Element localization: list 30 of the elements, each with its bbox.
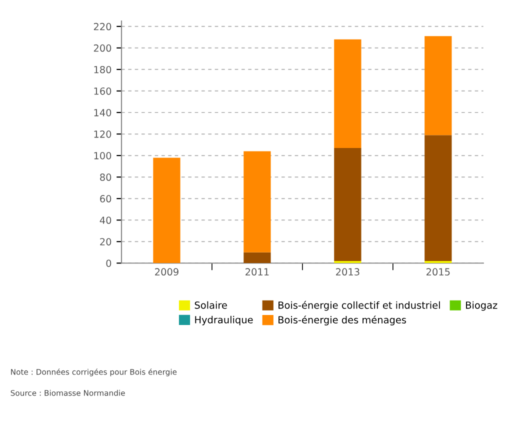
legend-label: Bois-énergie collectif et industriel [278,300,440,311]
legend-label: Hydraulique [195,316,253,326]
y-tick-label: 60 [100,195,112,202]
y-tick-label: 200 [94,44,112,52]
x-tick-label: 2013 [336,268,360,276]
y-tick-label: 180 [94,66,112,74]
y-tick-label: 140 [94,108,112,116]
legend-label: Solaire [194,301,227,309]
y-tick-label: 0 [106,260,112,267]
bar [424,135,452,261]
y-tick-label: 120 [94,130,112,138]
legend-label: Bois-énergie des ménages [278,316,406,326]
y-tick-label: 20 [100,238,112,246]
y-tick-label: 80 [100,174,112,181]
x-tick-label: 2011 [246,268,269,276]
bar [334,148,362,261]
y-tick-label: 220 [94,22,112,30]
y-tick-label: 160 [94,87,112,95]
x-tick-label: 2015 [426,268,450,276]
legend-label: Biogaz [466,301,498,311]
y-tick-label: 40 [100,216,112,224]
bar [424,36,452,136]
bar [334,260,362,264]
bar [424,260,452,264]
y-tick-label: 100 [94,152,112,160]
bar [153,158,180,264]
bar [334,39,362,148]
bar [244,252,271,264]
bar [244,151,271,252]
x-tick-label: 2009 [155,268,178,276]
